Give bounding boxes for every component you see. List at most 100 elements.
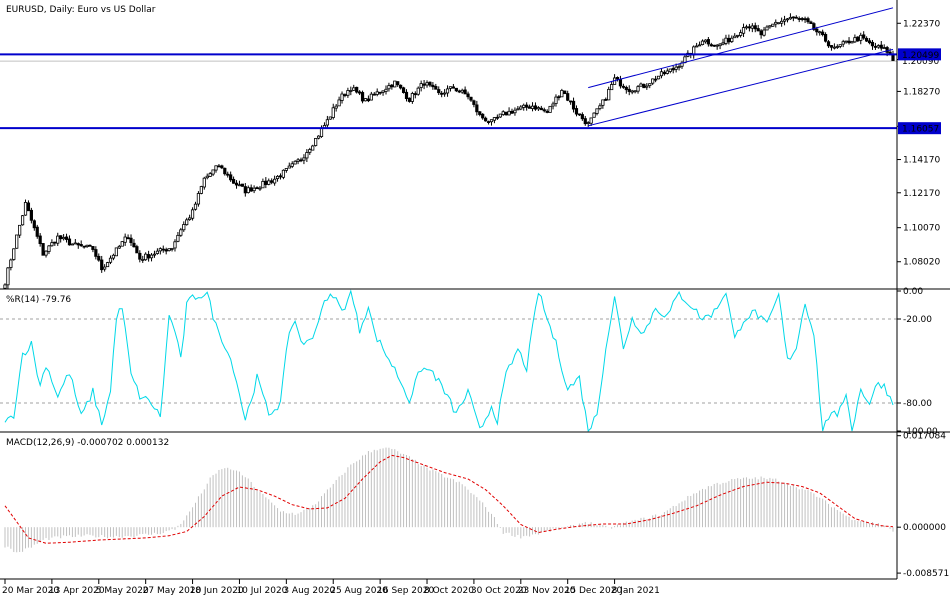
candle-body	[38, 235, 42, 245]
candle-body	[876, 45, 880, 48]
candle-body	[818, 31, 822, 34]
candle-body	[642, 84, 646, 89]
candle-body	[20, 215, 25, 226]
candle-body	[668, 68, 672, 72]
candle-body	[571, 100, 576, 110]
candle-body	[536, 107, 540, 110]
candle-body	[123, 236, 127, 243]
candle-body	[469, 96, 473, 101]
current-price-label: 1.20090	[902, 57, 939, 67]
candle-body	[173, 241, 177, 249]
candle-body	[393, 80, 397, 88]
candle-body	[246, 187, 250, 193]
candle-body	[331, 107, 335, 118]
candle-body	[823, 33, 828, 42]
candle-body	[135, 246, 139, 254]
candle-body	[155, 250, 159, 254]
candle-body	[70, 243, 75, 246]
candle-body	[753, 25, 757, 30]
candle-body	[794, 16, 798, 19]
price-panel[interactable]: 1.223701.201901.182701.161701.141701.121…	[0, 7, 941, 290]
candle-body	[167, 248, 171, 252]
candle-body	[144, 253, 148, 261]
candle-body	[384, 88, 388, 92]
candle-body	[387, 85, 391, 90]
candle-body	[744, 26, 749, 29]
candle-body	[859, 34, 863, 41]
candle-body	[349, 90, 353, 92]
macd-axis-label: 0.000000	[903, 523, 946, 533]
candle-body	[554, 96, 558, 104]
candle-body	[26, 202, 31, 212]
wpr-caption: %R(14) -79.76	[6, 295, 71, 305]
candle-body	[202, 177, 206, 188]
candle-body	[595, 108, 599, 114]
candle-body	[334, 105, 338, 109]
candle-body	[454, 87, 458, 92]
candle-body	[440, 92, 444, 95]
candle-body	[355, 86, 359, 93]
candle-body	[797, 18, 801, 20]
candle-body	[346, 90, 350, 96]
candle-body	[671, 68, 675, 71]
candle-body	[551, 103, 555, 107]
candle-body	[507, 110, 511, 116]
candle-body	[741, 27, 746, 34]
candle-body	[82, 245, 86, 248]
time-axis-label: 8 Oct 2020	[424, 586, 474, 596]
candle-body	[598, 105, 602, 109]
candle-body	[756, 28, 760, 32]
time-axis-label: 25 Aug 2020	[330, 586, 388, 596]
candle-body	[867, 40, 872, 44]
candle-body	[161, 248, 165, 251]
candle-body	[381, 90, 385, 93]
candle-body	[47, 245, 51, 252]
candle-body	[111, 254, 116, 259]
candle-body	[782, 19, 787, 22]
candle-body	[873, 46, 878, 48]
candle-body	[821, 31, 825, 36]
candle-body	[50, 242, 54, 247]
candle-body	[592, 112, 596, 118]
candle-body	[407, 97, 412, 102]
candle-body	[709, 44, 713, 47]
wpr-axis-label: 0.00	[903, 287, 923, 297]
candle-body	[630, 90, 634, 93]
candle-body	[170, 247, 174, 250]
candle-body	[193, 203, 198, 210]
candle-body	[856, 36, 860, 42]
candle-body	[314, 138, 318, 146]
candle-body	[325, 119, 329, 126]
candle-body	[281, 169, 286, 178]
macd-panel[interactable]: 0.017084 0.000000 -0.008571	[4, 432, 949, 579]
candle-body	[498, 113, 502, 118]
candle-body	[832, 46, 836, 49]
candle-body	[273, 178, 277, 184]
candle-body	[401, 87, 406, 93]
candle-body	[697, 44, 702, 47]
candle-body	[533, 105, 538, 110]
candle-body	[586, 122, 590, 124]
candle-body	[495, 116, 499, 119]
candle-body	[862, 34, 866, 39]
candle-body	[185, 219, 189, 226]
candle-body	[129, 237, 133, 244]
level-label-box	[898, 122, 941, 135]
candle-body	[422, 83, 426, 86]
candle-body	[504, 111, 508, 116]
candle-body	[287, 165, 291, 169]
candle-body	[656, 75, 661, 80]
candle-body	[624, 86, 628, 91]
candle-body	[563, 90, 567, 95]
candle-body	[261, 181, 265, 189]
candle-body	[220, 165, 224, 169]
candle-body	[844, 40, 848, 43]
candle-body	[396, 81, 400, 86]
candle-body	[739, 32, 743, 36]
channel-upper-line	[588, 7, 894, 89]
candle-body	[319, 128, 324, 137]
candle-body	[302, 157, 306, 161]
candle-body	[539, 107, 543, 111]
candle-body	[700, 40, 705, 46]
